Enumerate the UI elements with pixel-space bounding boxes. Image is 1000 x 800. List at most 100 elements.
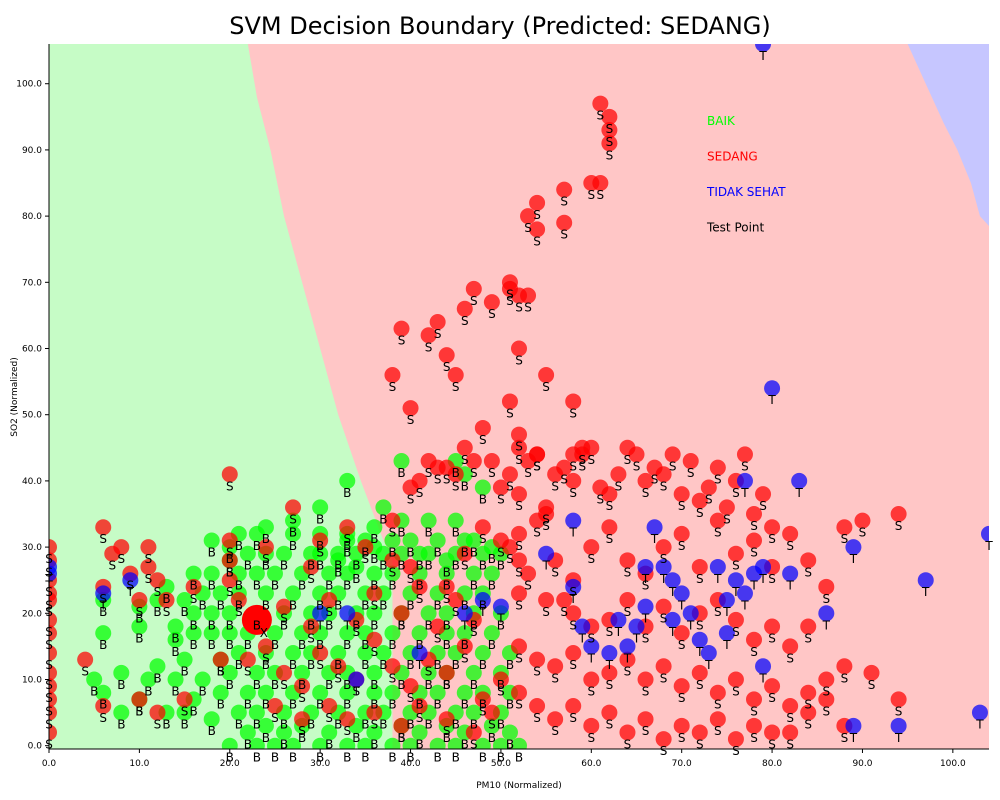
point-sedang (601, 486, 618, 503)
point-label-baik: B (388, 545, 396, 559)
point-label-baik: B (334, 559, 342, 573)
point-sedang (511, 486, 527, 503)
point-label-sedang: S (352, 684, 360, 698)
point-label-baik: B (334, 598, 342, 612)
point-label-baik: B (470, 545, 478, 559)
point-sedang (393, 605, 410, 622)
point-label-sedang: S (470, 466, 478, 480)
point-label-sedang: S (606, 122, 614, 136)
point-baik (447, 737, 464, 749)
point-label-baik: B (443, 565, 451, 579)
point-label-sedang: S (660, 744, 668, 758)
point-label-sedang: S (280, 678, 288, 692)
point-label-sedang: S (750, 731, 758, 745)
legend-item-baik: BAIK (707, 114, 736, 128)
point-sedang (800, 704, 817, 721)
point-tidak-sehat (971, 704, 988, 721)
point-sedang (574, 439, 591, 456)
point-label-sedang: S (597, 493, 605, 507)
point-sedang (438, 347, 455, 364)
point-baik (176, 651, 193, 668)
point-label-tidak-sehat: T (478, 605, 487, 619)
point-label-baik: B (316, 559, 324, 573)
point-label-baik: B (235, 579, 243, 593)
point-baik (366, 519, 383, 536)
point-label-baik: B (280, 737, 288, 751)
point-label-sedang: S (714, 605, 722, 619)
point-label-baik: B (343, 698, 351, 712)
point-sedang (492, 479, 509, 496)
point-label-sedang: S (551, 565, 559, 579)
x-tick-label: 50.0 (491, 759, 511, 769)
point-label-baik: B (271, 678, 279, 692)
point-label-sedang: S (524, 301, 532, 315)
point-label-baik: B (434, 751, 442, 765)
point-sedang (402, 558, 419, 575)
point-label-baik: B (280, 718, 288, 732)
point-label-sedang: S (732, 559, 740, 573)
point-label-sedang: S (732, 744, 740, 758)
point-label-baik: B (397, 618, 405, 632)
point-label-baik: B (217, 598, 225, 612)
point-label-sedang: S (262, 552, 270, 566)
point-sedang (366, 704, 383, 721)
point-label-tidak-sehat: T (722, 605, 731, 619)
point-sedang (700, 479, 717, 496)
point-sedang (49, 539, 57, 556)
point-label-sedang: S (624, 737, 632, 751)
point-label-baik: B (171, 684, 179, 698)
point-label-tidak-sehat: T (758, 49, 767, 63)
point-tidak-sehat (755, 658, 772, 675)
y-tick-label: 60.0 (22, 345, 42, 355)
point-sedang (529, 697, 546, 714)
point-label-sedang: S (479, 704, 487, 718)
point-label-baik: B (488, 552, 496, 566)
point-label-baik: B (325, 618, 333, 632)
point-label-sedang: S (515, 565, 523, 579)
point-sedang (691, 724, 708, 741)
x-tick-label: 80.0 (762, 759, 782, 769)
point-label-baik: B (253, 539, 261, 553)
point-label-sedang: S (786, 737, 794, 751)
point-label-baik: B (479, 751, 487, 765)
point-baik (429, 684, 446, 701)
point-label-sedang: S (497, 545, 505, 559)
point-tidak-sehat (718, 592, 735, 609)
point-sedang (339, 711, 356, 728)
point-sedang (547, 711, 564, 728)
point-label-sedang: S (660, 671, 668, 685)
point-sedang (511, 525, 527, 542)
point-label-baik: B (352, 731, 360, 745)
point-label-baik: B (443, 579, 451, 593)
point-label-sedang: S (542, 512, 550, 526)
point-sedang (511, 684, 527, 701)
point-baik (366, 684, 383, 701)
point-label-sedang: S (705, 493, 713, 507)
point-sedang (511, 638, 527, 655)
y-tick-label: 0.0 (28, 742, 43, 752)
point-baik (257, 519, 274, 536)
point-label-baik: B (180, 605, 188, 619)
point-label-sedang: S (524, 221, 532, 235)
point-label-sedang: S (560, 473, 568, 487)
point-sedang (655, 658, 672, 675)
point-label-baik: B (388, 638, 396, 652)
point-label-baik: B (307, 559, 315, 573)
point-label-baik: B (370, 698, 378, 712)
point-label-sedang: S (660, 479, 668, 493)
point-label-sedang: S (822, 704, 830, 718)
point-label-baik: B (452, 718, 460, 732)
point-label-baik: B (226, 565, 234, 579)
point-baik (357, 737, 374, 749)
point-label-baik: B (479, 493, 487, 507)
point-label-sedang: S (822, 684, 830, 698)
point-label-baik: B (406, 718, 414, 732)
point-label-sedang: S (371, 598, 379, 612)
point-label-sedang: S (587, 188, 595, 202)
point-sedang (483, 704, 500, 721)
point-label-sedang: S (81, 665, 89, 679)
point-baik (384, 532, 401, 549)
point-label-sedang: S (136, 605, 144, 619)
point-label-sedang: S (696, 618, 704, 632)
point-sedang (529, 651, 546, 668)
